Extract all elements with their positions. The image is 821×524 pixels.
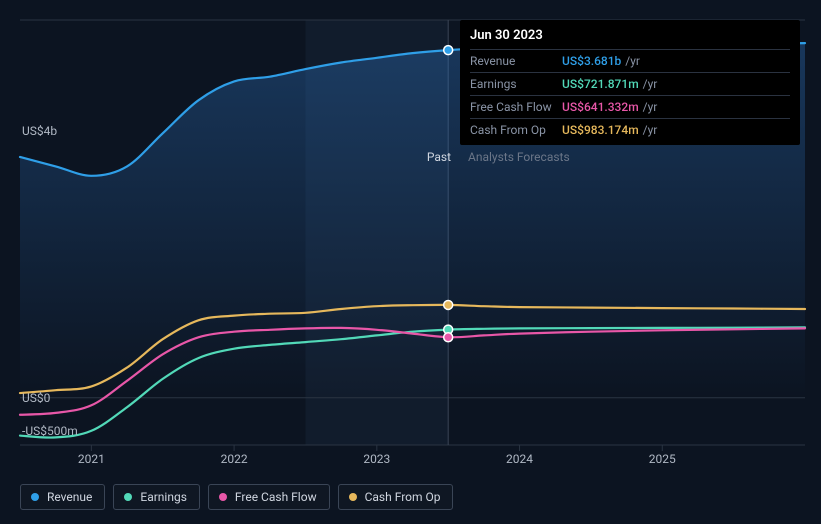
legend-label: Free Cash Flow — [235, 490, 317, 504]
x-tick-label: 2022 — [221, 452, 248, 466]
tooltip-unit: /yr — [643, 122, 658, 138]
tooltip-unit: /yr — [643, 76, 658, 92]
legend-label: Earnings — [140, 490, 187, 504]
legend-dot-icon — [31, 493, 39, 501]
legend: Revenue Earnings Free Cash Flow Cash From O… — [20, 484, 453, 510]
marker-dot-free_cash_flow — [444, 333, 453, 342]
marker-dot-cash_from_op — [444, 300, 453, 309]
legend-dot-icon — [124, 493, 132, 501]
forecast-label: Analysts Forecasts — [468, 150, 570, 164]
tooltip-unit: /yr — [625, 53, 640, 69]
tooltip-row: EarningsUS$721.871m/yr — [470, 72, 790, 95]
legend-label: Revenue — [47, 490, 92, 504]
tooltip-label: Free Cash Flow — [470, 99, 562, 115]
tooltip-value: US$721.871m — [562, 76, 639, 92]
tooltip-unit: /yr — [643, 99, 658, 115]
tooltip-row: Free Cash FlowUS$641.332m/yr — [470, 95, 790, 118]
tooltip-value: US$3.681b — [562, 53, 621, 69]
legend-dot-icon — [349, 493, 357, 501]
legend-item-revenue[interactable]: Revenue — [20, 484, 105, 510]
financial-chart: US$4b US$0 -US$500m 2021 2022 2023 2024 … — [0, 0, 821, 524]
tooltip-label: Earnings — [470, 76, 562, 92]
past-label: Past — [427, 150, 451, 164]
tooltip-title: Jun 30 2023 — [470, 26, 790, 49]
y-tick-label: US$0 — [22, 391, 50, 405]
tooltip-label: Revenue — [470, 53, 562, 69]
legend-label: Cash From Op — [365, 490, 441, 504]
legend-item-cash-from-op[interactable]: Cash From Op — [338, 484, 454, 510]
marker-dot-revenue — [444, 46, 453, 55]
legend-item-free-cash-flow[interactable]: Free Cash Flow — [208, 484, 330, 510]
y-tick-label: -US$500m — [22, 424, 78, 438]
chart-tooltip: Jun 30 2023 RevenueUS$3.681b/yrEarningsU… — [460, 20, 800, 145]
tooltip-value: US$641.332m — [562, 99, 639, 115]
tooltip-value: US$983.174m — [562, 122, 639, 138]
tooltip-label: Cash From Op — [470, 122, 562, 138]
tooltip-row: Cash From OpUS$983.174m/yr — [470, 118, 790, 141]
x-tick-label: 2021 — [78, 452, 105, 466]
y-tick-label: US$4b — [22, 124, 57, 138]
legend-dot-icon — [219, 493, 227, 501]
tooltip-row: RevenueUS$3.681b/yr — [470, 49, 790, 72]
x-tick-label: 2023 — [363, 452, 390, 466]
x-tick-label: 2025 — [649, 452, 676, 466]
x-tick-label: 2024 — [506, 452, 533, 466]
legend-item-earnings[interactable]: Earnings — [113, 484, 200, 510]
